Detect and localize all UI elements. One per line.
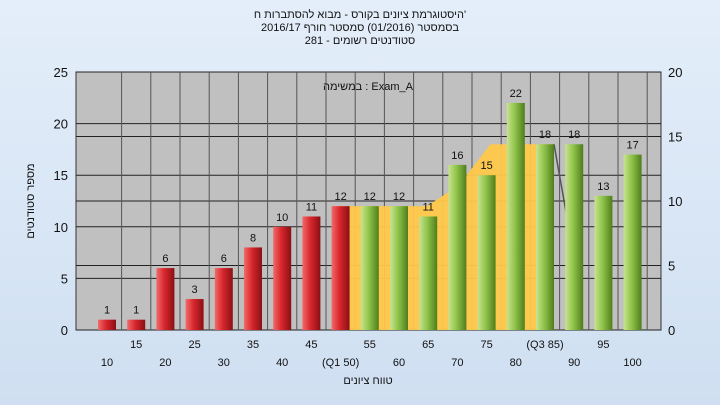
x-tick-label: 30 [218,357,230,369]
bar-value-label-80: 22 [510,88,522,100]
x-tick-label: 90 [568,357,580,369]
x-tick-label: 40 [276,357,288,369]
bar-value-label-10: 1 [104,305,110,317]
y-tick-label-right: 0 [668,323,675,338]
bar-value-label-30: 6 [221,253,227,265]
y-tick-label-right: 20 [668,65,682,80]
y-tick-label-left: 5 [61,271,68,286]
bar-45 [302,216,321,330]
x-tick-label: 45 [305,339,317,351]
bar-30 [214,268,233,330]
x-tick-label: (Q1 50) [322,357,359,369]
bar-60 [390,206,408,330]
bar-50 [331,206,350,330]
y-tick-label-left: 20 [54,117,68,132]
bar-value-label-25: 3 [192,284,198,296]
legend-text: במשימה : Exam_A [323,81,414,93]
y-tick-label-right: 10 [668,194,682,209]
x-axis-label: טווח ציונים [343,375,392,387]
bar-40 [273,226,292,330]
bar-value-label-35: 8 [250,232,256,244]
x-tick-label: 95 [597,339,609,351]
bar-85 [536,144,554,330]
x-tick-label: 10 [101,357,113,369]
x-tick-label: 75 [480,339,492,351]
x-tick-label: 100 [623,357,641,369]
x-tick-label: 25 [188,339,200,351]
bar-value-label-55: 12 [364,191,376,203]
y-tick-label-right: 5 [668,259,675,274]
bar-15 [127,319,146,330]
bar-25 [185,299,204,330]
x-tick-label: 80 [510,357,522,369]
y-tick-label-left: 15 [54,168,68,183]
chart-title-line-3: סטודנטים רשומים - 281 [304,35,416,47]
bar-value-label-95: 13 [597,181,609,193]
y-tick-label-left: 25 [54,65,68,80]
bar-value-label-100: 17 [626,140,638,152]
interquartile-highlight-area [331,144,554,330]
bar-90 [565,144,584,330]
bar-value-label-60: 12 [393,191,405,203]
x-tick-label: 60 [393,357,405,369]
x-tick-label: 55 [364,339,376,351]
x-tick-label: (Q3 85) [526,339,563,351]
chart-title-line-1: היסטוגרמת ציונים בקורס - מבוא להסתברות ח… [253,9,467,21]
bar-value-label-45: 11 [306,201,317,213]
bar-value-label-90: 18 [568,129,580,141]
y-tick-label-left: 10 [54,220,68,235]
bar-95 [594,195,613,330]
x-tick-label: 65 [422,339,434,351]
bar-70 [448,164,467,330]
y-axis-label: מספר סטודנטים [25,163,37,238]
bar-20 [156,268,175,330]
bar-100 [623,154,642,330]
bar-75 [477,175,496,330]
bar-value-label-85: 18 [539,129,551,141]
bar-65 [419,216,438,330]
bar-value-label-50: 12 [334,191,346,203]
x-tick-label: 70 [451,357,463,369]
x-tick-label: 20 [159,357,171,369]
y-tick-label-left: 0 [61,323,68,338]
bar-value-label-75: 15 [480,160,492,172]
y-tick-label-right: 15 [668,130,682,145]
bar-55 [360,206,379,330]
bar-value-label-65: 11 [422,201,433,213]
bar-value-label-40: 10 [276,212,288,224]
bar-value-label-70: 16 [451,150,463,162]
chart-title-line-2: בסמסטר (01/2016) סמסטר חורף 2016/17 [260,22,460,34]
bar-35 [244,247,262,330]
bar-10 [98,319,116,330]
bar-value-label-15: 1 [133,305,139,317]
bar-value-label-20: 6 [162,253,168,265]
x-tick-label: 15 [130,339,142,351]
x-tick-label: 35 [247,339,259,351]
bar-80 [506,102,525,331]
